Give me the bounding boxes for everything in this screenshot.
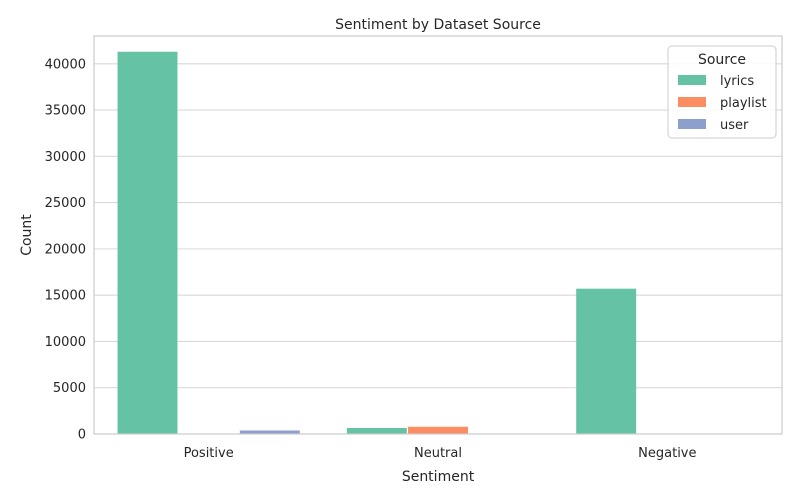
legend-label-playlist: playlist [720,96,767,111]
y-tick-label: 5000 [53,381,86,396]
bar-lyrics-negative [576,288,637,434]
y-axis-label: Count [19,214,35,256]
bar-playlist-neutral [408,426,468,434]
y-tick-label: 20000 [45,242,86,257]
legend: Source lyrics playlist user [667,45,777,139]
plot-frame [93,35,783,435]
x-tick-label: Positive [184,446,234,461]
legend-label-lyrics: lyrics [720,74,754,89]
y-tick-label: 30000 [45,150,86,165]
y-tick-label: 35000 [45,104,86,119]
legend-swatch-lyrics [678,75,706,85]
gridlines [94,63,782,435]
legend-label-user: user [720,118,749,133]
y-tick-label: 0 [78,428,86,443]
x-axis-label: Sentiment [402,469,475,485]
legend-swatch-playlist [678,97,706,107]
chart-title: Sentiment by Dataset Source [335,17,541,33]
x-tick-labels: Positive Neutral Negative [184,446,697,461]
bar-user-positive [239,430,300,434]
legend-frame [667,45,777,139]
bars [117,51,759,434]
x-tick-label: Neutral [414,446,462,461]
bar-lyrics-positive [117,51,178,434]
y-tick-label: 15000 [45,289,86,304]
y-tick-label: 40000 [45,57,86,72]
legend-title: Source [698,52,746,68]
legend-swatch-user [678,119,706,129]
y-tick-label: 10000 [45,335,86,350]
x-tick-label: Negative [638,446,696,461]
bar-lyrics-neutral [346,427,407,434]
y-tick-labels: 0 5000 10000 15000 20000 25000 30000 35000 40000 [45,57,86,442]
y-tick-label: 25000 [45,196,86,211]
